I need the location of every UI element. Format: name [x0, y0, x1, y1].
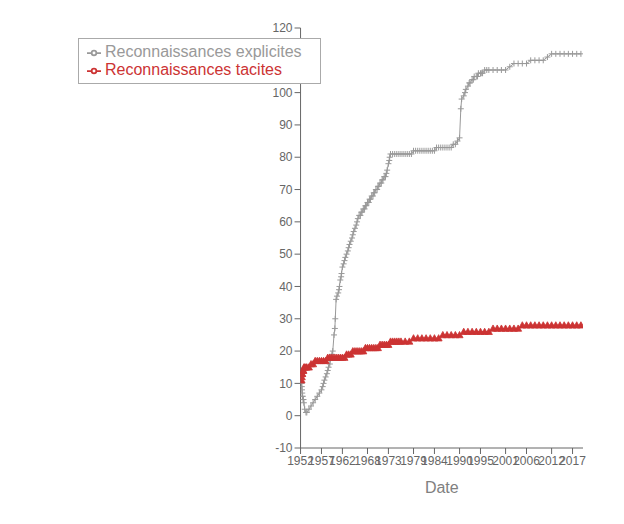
- svg-text:40: 40: [279, 280, 293, 294]
- svg-text:1973: 1973: [375, 454, 402, 468]
- svg-text:0: 0: [286, 409, 293, 423]
- svg-text:1962: 1962: [329, 454, 356, 468]
- svg-text:-10: -10: [275, 441, 293, 455]
- svg-text:70: 70: [279, 183, 293, 197]
- svg-text:120: 120: [273, 21, 293, 35]
- svg-text:100: 100: [273, 86, 293, 100]
- svg-text:110: 110: [273, 54, 292, 68]
- svg-text:2006: 2006: [513, 454, 540, 468]
- svg-text:30: 30: [279, 312, 293, 326]
- svg-text:1995: 1995: [467, 454, 494, 468]
- svg-text:10: 10: [279, 377, 293, 391]
- svg-text:1984: 1984: [421, 454, 448, 468]
- svg-text:20: 20: [279, 344, 293, 358]
- svg-text:50: 50: [279, 247, 293, 261]
- svg-text:60: 60: [279, 215, 293, 229]
- svg-text:80: 80: [279, 150, 293, 164]
- svg-text:Date: Date: [425, 479, 459, 496]
- svg-text:90: 90: [279, 118, 293, 132]
- svg-text:2017: 2017: [559, 454, 586, 468]
